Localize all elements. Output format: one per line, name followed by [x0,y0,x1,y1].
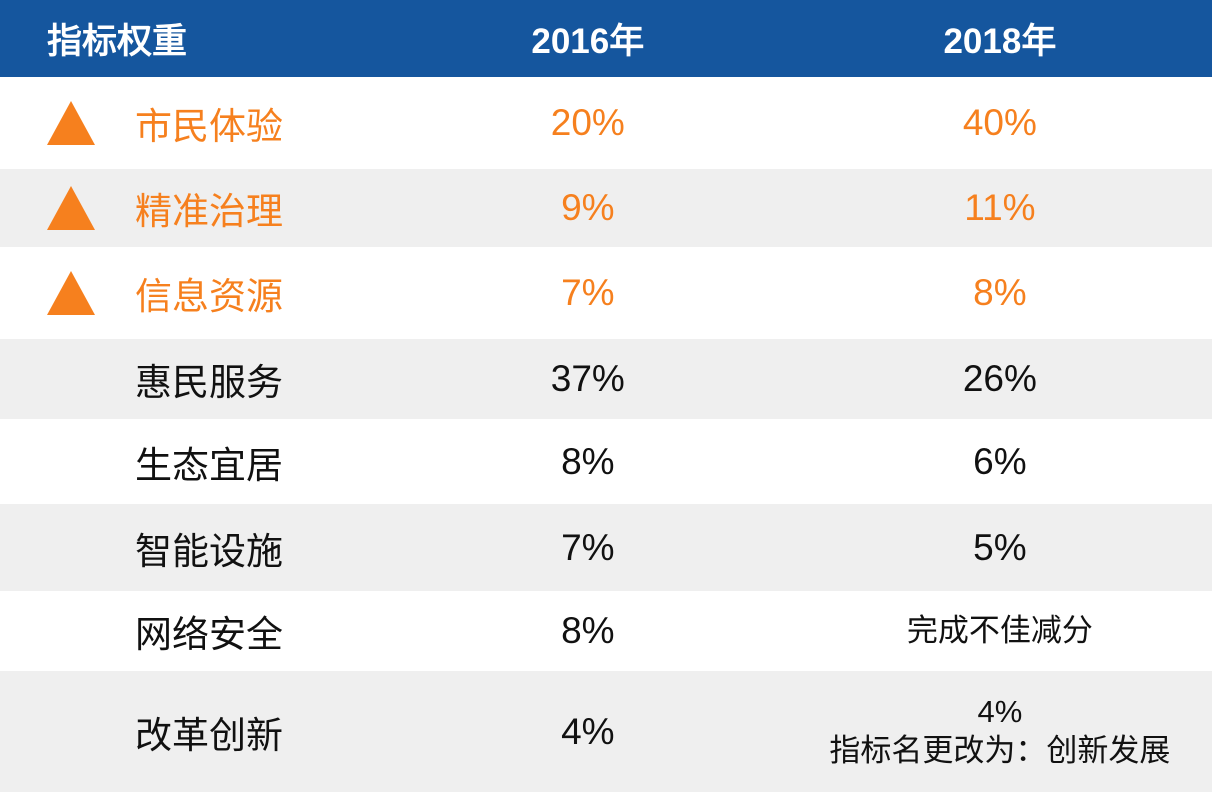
value-2016-cell: 8% [388,419,788,504]
up-triangle-icon [47,101,95,145]
value-2016-cell: 20% [388,77,788,169]
table-row: 市民体验 20% 40% [0,77,1212,169]
table-header-row: 指标权重 2016年 2018年 [0,0,1212,77]
indicator-label: 市民体验 [135,106,283,147]
value-2018-cell: 4% 指标名更改为：创新发展 [788,671,1212,792]
table-row: 改革创新 4% 4% 指标名更改为：创新发展 [0,671,1212,792]
value-2018-cell: 5% [788,504,1212,591]
table-row: 惠民服务 37% 26% [0,339,1212,419]
value-2018-cell: 8% [788,247,1212,339]
value-2018: 6% [973,440,1027,482]
value-2018: 26% [962,358,1037,399]
column-header-2016: 2016年 [531,22,645,61]
indicator-cell: 市民体验 [0,77,388,169]
indicator-cell: 惠民服务 [0,339,388,419]
indicator-label: 精准治理 [135,191,283,232]
up-triangle-icon [47,271,95,315]
value-2018-cell: 完成不佳减分 [788,591,1212,671]
value-2018-cell: 6% [788,419,1212,504]
value-2016: 8% [561,440,615,482]
indicator-cell: 生态宜居 [0,419,388,504]
value-2016-cell: 8% [388,591,788,671]
value-2018: 完成不佳减分 [906,612,1093,648]
indicator-cell: 智能设施 [0,504,388,591]
value-2016: 8% [561,610,615,651]
column-header-indicator: 指标权重 [47,22,188,61]
table-row: 生态宜居 8% 6% [0,419,1212,504]
value-2018-cell: 26% [788,339,1212,419]
value-2016-cell: 7% [388,504,788,591]
value-2016: 7% [561,272,615,313]
value-2016-cell: 37% [388,339,788,419]
value-2016: 9% [561,187,615,228]
table-row: 精准治理 9% 11% [0,169,1212,247]
value-2016-cell: 9% [388,169,788,247]
value-2016-cell: 7% [388,247,788,339]
value-2016: 4% [561,710,615,752]
column-header-2018: 2018年 [943,22,1057,61]
value-2018: 5% [973,526,1027,568]
value-2018: 11% [964,187,1036,228]
indicator-label: 惠民服务 [135,362,283,403]
indicator-label: 智能设施 [135,530,283,572]
value-2016: 20% [550,102,625,143]
value-2016: 7% [561,526,615,568]
indicator-label: 生态宜居 [135,444,283,486]
table-row: 网络安全 8% 完成不佳减分 [0,591,1212,671]
indicator-label: 网络安全 [135,614,283,655]
table-row: 信息资源 7% 8% [0,247,1212,339]
table-body: 市民体验 20% 40% 精准治理 9% 11% 信息资源 7% [0,77,1212,792]
value-2016-cell: 4% [388,671,788,792]
value-2018-cell: 11% [788,169,1212,247]
value-2018: 8% [973,272,1027,313]
value-2018-cell: 40% [788,77,1212,169]
value-2018-note: 指标名更改为：创新发展 [829,732,1171,768]
value-2018: 4% [977,693,1023,729]
value-2018: 40% [962,102,1037,143]
indicator-cell: 信息资源 [0,247,388,339]
indicator-label: 改革创新 [135,714,283,756]
indicator-cell: 网络安全 [0,591,388,671]
indicator-label: 信息资源 [135,276,283,317]
table-row: 智能设施 7% 5% [0,504,1212,591]
indicator-cell: 精准治理 [0,169,388,247]
value-2016: 37% [550,358,625,399]
indicator-cell: 改革创新 [0,671,388,792]
up-triangle-icon [47,186,95,230]
